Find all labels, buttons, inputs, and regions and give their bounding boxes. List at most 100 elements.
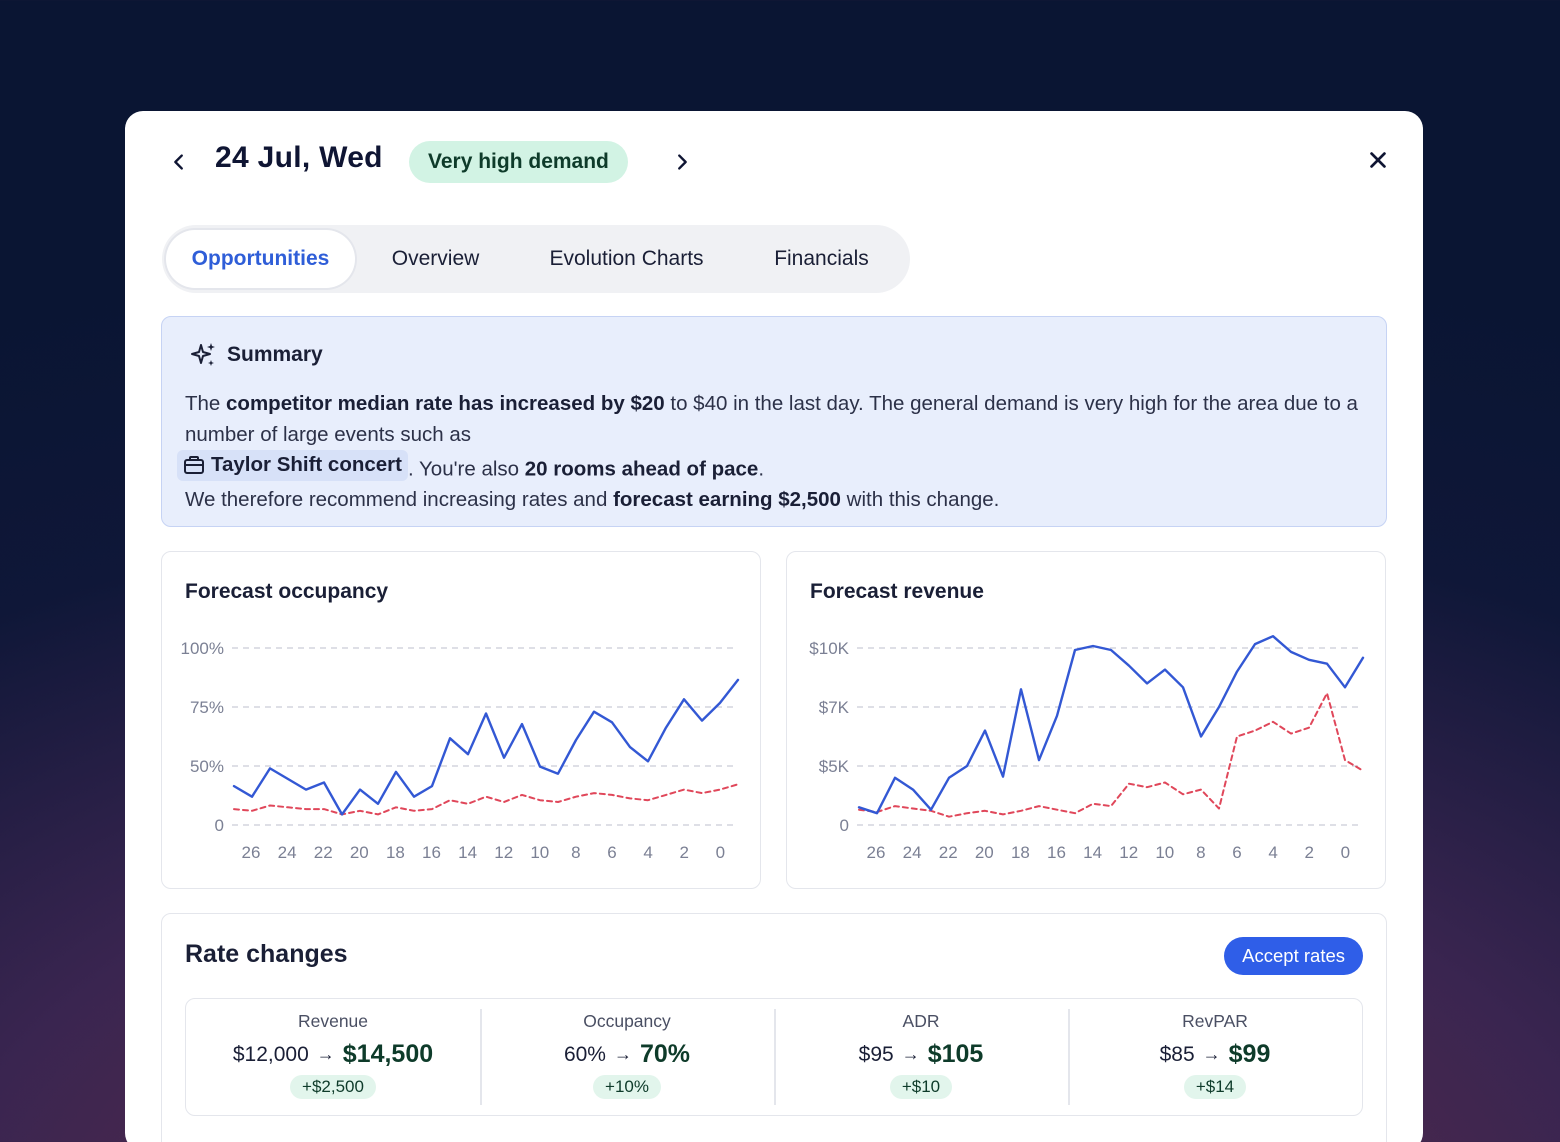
tab-evolution-charts[interactable]: Evolution Charts [549, 247, 704, 270]
metric-label: RevPAR [1182, 1011, 1248, 1031]
x-tick-label: 14 [1083, 843, 1102, 862]
chart-title: Forecast occupancy [185, 580, 389, 603]
tab-overview[interactable]: Overview [391, 247, 480, 270]
event-chip[interactable]: Taylor Shift concert [177, 450, 408, 481]
x-tick-label: 24 [278, 843, 297, 862]
metric-from: 60% [563, 1042, 606, 1066]
x-tick-label: 22 [314, 843, 333, 862]
rate-metrics: Revenue $12,000 → $14,500 +$2,500 Occupa… [185, 998, 1363, 1116]
x-tick-label: 26 [867, 843, 886, 862]
forecast-series-line [857, 634, 1365, 815]
x-tick-label: 0 [716, 843, 725, 862]
chevron-left-icon [174, 154, 183, 170]
summary-text-part: The [185, 392, 227, 415]
tab-opportunities[interactable]: Opportunities [166, 230, 355, 288]
arrow-right-icon: → [1202, 1044, 1221, 1064]
y-tick-label: 50% [190, 757, 224, 776]
x-tick-label: 20 [975, 843, 994, 862]
x-tick-label: 18 [386, 843, 405, 862]
close-button[interactable] [1363, 145, 1393, 175]
metric-revenue: Revenue $12,000 → $14,500 +$2,500 [186, 999, 480, 1115]
page-title: 24 Jul, Wed [215, 141, 383, 174]
sparkles-icon [191, 343, 215, 366]
x-tick-label: 18 [1011, 843, 1030, 862]
x-tick-label: 14 [458, 843, 477, 862]
next-day-button[interactable] [662, 142, 702, 182]
y-tick-label: $10K [809, 639, 849, 658]
metric-occupancy: Occupancy 60% → 70% +10% [480, 999, 774, 1115]
metric-revpar: RevPAR $85 → $99 +$14 [1068, 999, 1362, 1115]
metric-from: $85 [1159, 1042, 1195, 1066]
y-tick-label: 0 [215, 816, 224, 835]
arrow-right-icon: → [901, 1044, 920, 1064]
x-tick-label: 10 [1155, 843, 1174, 862]
x-tick-label: 20 [350, 843, 369, 862]
metric-from: $12,000 [232, 1042, 309, 1066]
arrow-right-icon: → [613, 1044, 632, 1064]
metric-delta: +$2,500 [290, 1075, 376, 1099]
x-tick-label: 2 [679, 843, 688, 862]
x-tick-label: 12 [1119, 843, 1138, 862]
rate-changes-title: Rate changes [185, 940, 348, 968]
accept-rates-button[interactable]: Accept rates [1224, 937, 1363, 975]
summary-title: Summary [227, 343, 323, 366]
tab-financials[interactable]: Financials [774, 247, 869, 270]
x-tick-label: 16 [1047, 843, 1066, 862]
metric-values: $85 → $99 [1160, 1040, 1271, 1069]
forecast-occupancy-card: Forecast occupancy 0 50% 75% 100% 26 24 22 20 18… [161, 551, 761, 889]
x-tick-label: 6 [1232, 843, 1241, 862]
metric-delta: +$10 [889, 1075, 953, 1099]
metric-adr: ADR $95 → $105 +$10 [774, 999, 1068, 1115]
y-tick-label: $7K [819, 698, 850, 717]
metric-to: $99 [1228, 1040, 1271, 1068]
forecast-revenue-card: Forecast revenue 0 $5K $7K $10K 26 24 22 20 18 16… [786, 551, 1386, 889]
x-tick-label: 8 [1196, 843, 1205, 862]
forecast-occupancy-chart: 050%75%100%26 24 22 20 18 16 14 12 10 8 6 4 2 0 [181, 639, 740, 862]
summary-text: The competitor median rate has increased… [177, 389, 1365, 515]
x-tick-label: 24 [903, 843, 922, 862]
metric-delta: +10% [593, 1075, 661, 1099]
metric-values: 60% → 70% [564, 1040, 690, 1069]
metric-to: $14,500 [342, 1040, 434, 1068]
previous-day-button[interactable] [159, 142, 199, 182]
metric-delta: +$14 [1183, 1075, 1247, 1099]
metric-values: $12,000 → $14,500 [233, 1040, 433, 1069]
metric-label: ADR [902, 1011, 940, 1031]
metric-from: $95 [858, 1042, 894, 1066]
metric-values: $95 → $105 [859, 1040, 984, 1069]
x-tick-label: 10 [530, 843, 549, 862]
x-tick-label: 4 [1268, 843, 1277, 862]
chart-title: Forecast revenue [810, 580, 984, 603]
summary-highlight: 20 rooms ahead of pace [524, 457, 759, 481]
summary-header: Summary [189, 341, 323, 369]
forecast-series-line [232, 678, 740, 816]
x-tick-label: 22 [939, 843, 958, 862]
summary-highlight: forecast earning $2,500 [613, 487, 841, 511]
summary-highlight: competitor median rate has increased by … [226, 392, 665, 415]
metric-label: Revenue [297, 1011, 369, 1031]
tab-bar: Opportunities Overview Evolution Charts … [162, 225, 910, 293]
y-tick-label: 0 [840, 816, 849, 835]
summary-text-part: to $40 in the last day. The general dema… [185, 392, 1358, 446]
close-icon [1370, 152, 1386, 168]
event-name: Taylor Shift concert [211, 453, 402, 476]
briefcase-icon [184, 456, 204, 475]
x-tick-label: 12 [494, 843, 513, 862]
metric-to: 70% [639, 1040, 691, 1068]
baseline-series-line [858, 692, 1364, 818]
y-tick-label: $5K [819, 757, 850, 776]
x-tick-label: 16 [422, 843, 441, 862]
demand-badge: Very high demand [409, 141, 628, 183]
x-tick-label: 4 [643, 843, 652, 862]
x-tick-label: 6 [607, 843, 616, 862]
x-tick-label: 8 [571, 843, 580, 862]
baseline-series-line [233, 783, 739, 816]
chevron-right-icon [678, 154, 687, 170]
summary-text-part: . [758, 457, 765, 481]
arrow-right-icon: → [316, 1044, 335, 1064]
metric-to: $105 [927, 1040, 984, 1068]
y-tick-label: 100% [181, 639, 224, 658]
summary-text-part: . You're also [408, 457, 525, 481]
y-tick-label: 75% [190, 698, 224, 717]
